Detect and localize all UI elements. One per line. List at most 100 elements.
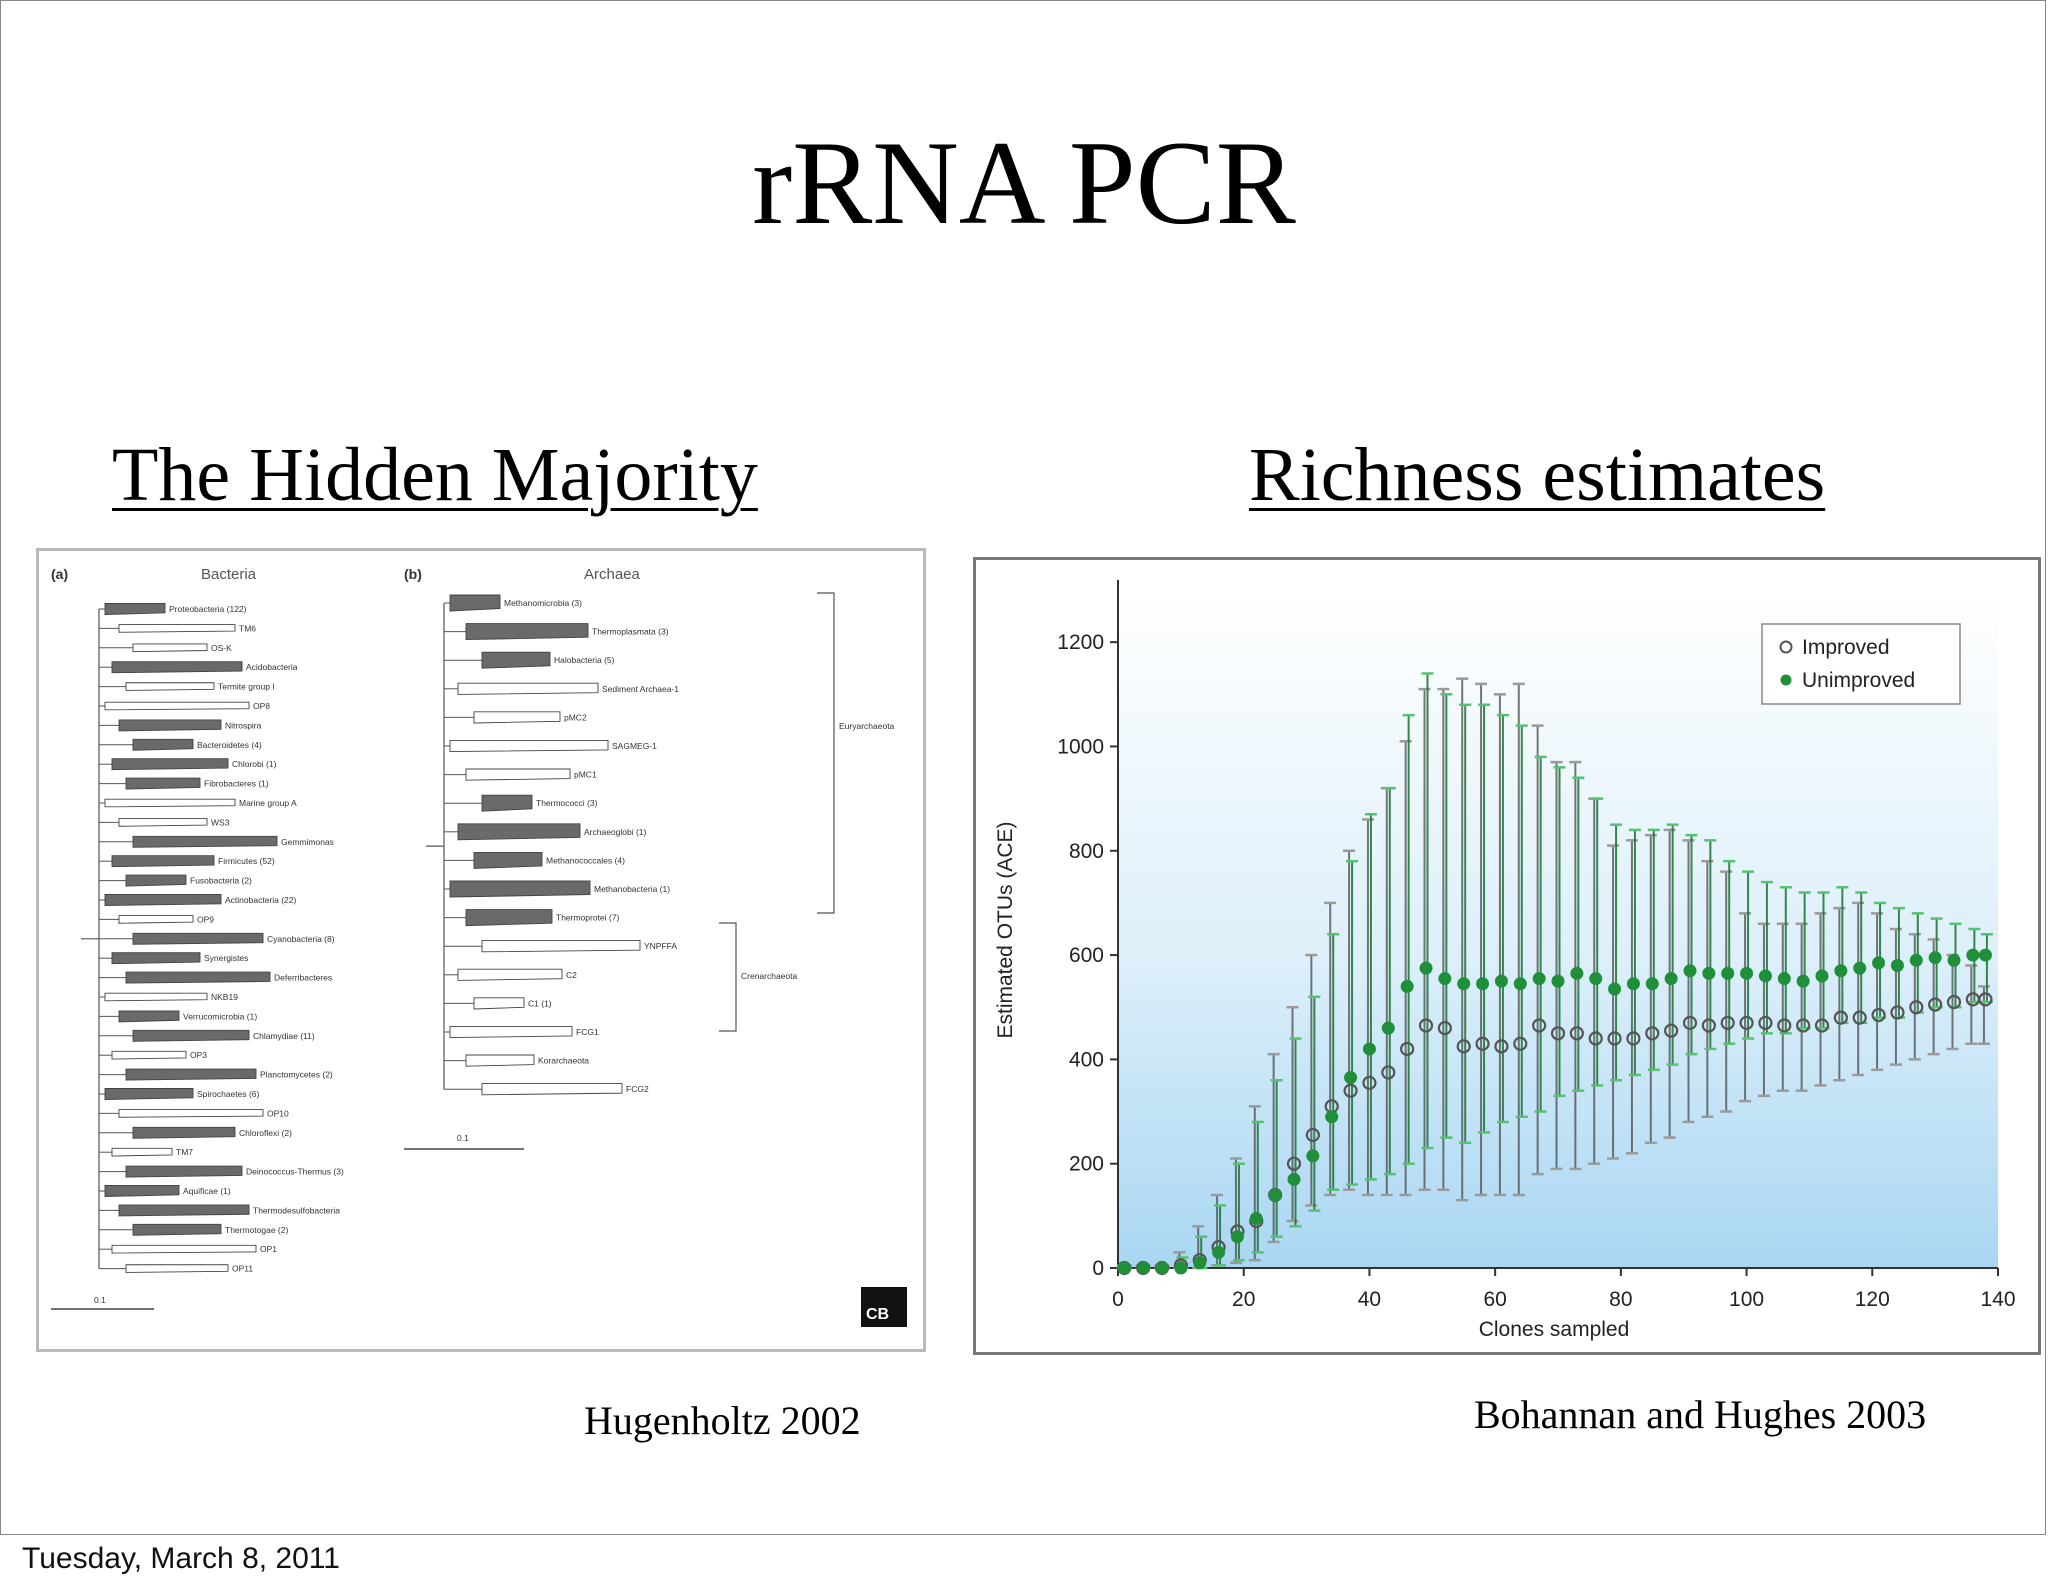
clade-wedge (104, 1185, 180, 1197)
hugenholtz-citation: Hugenholtz 2002 (584, 1398, 861, 1443)
data-point (1815, 969, 1829, 983)
data-point (1853, 961, 1867, 975)
clade-wedge (465, 768, 571, 781)
taxon-label: SAGMEG-1 (612, 741, 657, 751)
data-point (1117, 1261, 1131, 1275)
data-point (1494, 974, 1508, 988)
taxon-label: Cyanobacteria (8) (267, 934, 335, 944)
journal-logo (861, 1287, 907, 1327)
clade-wedge (118, 1109, 264, 1118)
data-point (1814, 1018, 1830, 1033)
clade-wedge (465, 623, 589, 641)
data-point (1702, 966, 1716, 980)
archaea-tree: Methanomicrobia (3) Thermoplasmata (3) Hal… (426, 594, 679, 1096)
taxon-label: Sediment Archaea-1 (602, 684, 679, 694)
data-point (1928, 951, 1942, 965)
phylogenetic-tree-figure: (a) Bacteria (b) Archaea Proteobacteria … (36, 548, 926, 1352)
data-point (1758, 969, 1772, 983)
data-point (1287, 1172, 1301, 1186)
data-point (1362, 1075, 1377, 1090)
series-layer (1116, 672, 1993, 1276)
taxon-label: Chlorobi (1) (232, 759, 277, 769)
data-point (1381, 1065, 1396, 1080)
clade-wedge (125, 682, 215, 691)
taxon-label: Aquificae (1) (183, 1186, 231, 1196)
archaea-scale-label: 0.1 (457, 1133, 469, 1143)
clade-wedge (473, 711, 561, 724)
x-tick-label: 80 (1609, 1288, 1632, 1311)
clade-wedge (111, 952, 201, 965)
taxon-label: OS-K (211, 643, 232, 653)
clade-wedge (104, 992, 208, 1002)
bacteria-tree: Proteobacteria (122) TM6 OS-K Acidobacteria… (81, 603, 344, 1274)
data-point (1645, 1026, 1660, 1041)
taxon-label: OP11 (232, 1264, 253, 1274)
clade-wedge (449, 880, 591, 898)
y-tick-label: 600 (1069, 944, 1104, 967)
data-point (1978, 992, 1993, 1007)
taxon-label: Archaeoglobi (1) (584, 827, 647, 837)
taxon-label: Halobacteria (5) (554, 655, 615, 665)
clade-wedge (132, 932, 264, 945)
data-point (1532, 1018, 1547, 1033)
bohannan-citation: Bohannan and Hughes 2003 (1474, 1392, 1927, 1437)
data-point (1306, 1149, 1320, 1163)
data-point (1589, 972, 1603, 986)
data-point (1570, 966, 1584, 980)
data-point (1230, 1230, 1244, 1244)
clade-wedge (118, 624, 236, 633)
taxon-label: Bacteroidetes (4) (197, 740, 262, 750)
data-point (1947, 953, 1961, 967)
panel-a-title: Bacteria (201, 566, 257, 583)
data-point (1739, 1015, 1754, 1030)
panel-b-title: Archaea (584, 566, 641, 583)
chart-legend: Improved Unimproved (1761, 623, 1961, 705)
data-point (1494, 1039, 1509, 1054)
taxon-label: OP3 (190, 1050, 207, 1060)
taxon-label: FCG1 (576, 1027, 599, 1037)
x-tick-label: 60 (1483, 1288, 1506, 1311)
x-tick-label: 20 (1232, 1288, 1255, 1311)
taxon-label: Methanomicrobia (3) (504, 598, 582, 608)
data-point (1400, 979, 1414, 993)
data-point (1852, 1010, 1867, 1025)
taxon-label: Thermococci (3) (536, 798, 598, 808)
taxon-label: Fibrobacteres (1) (204, 779, 269, 789)
taxon-label: Actinobacteria (22) (225, 895, 297, 905)
clade-wedge (111, 661, 243, 674)
taxon-label: OP8 (253, 701, 270, 711)
clade-wedge (457, 968, 563, 981)
clade-wedge (104, 603, 166, 615)
legend-improved-label: Improved (1802, 636, 1890, 659)
y-axis-label: Estimated OTUs (ACE) (994, 821, 1017, 1038)
data-point (1305, 1127, 1320, 1143)
taxon-label: NKB19 (211, 992, 238, 1002)
clade-wedge (457, 682, 599, 695)
clade-wedge (118, 818, 208, 827)
data-point (1212, 1245, 1226, 1259)
clade-wedge (132, 835, 278, 848)
data-point (1664, 1023, 1679, 1038)
data-point (1193, 1256, 1207, 1270)
taxon-label: Nitrospira (225, 720, 262, 730)
data-point (1909, 953, 1923, 967)
data-point (1890, 1005, 1905, 1020)
legend-improved-marker (1779, 640, 1793, 654)
clade-wedge (132, 1126, 236, 1139)
taxon-label: Acidobacteria (246, 662, 298, 672)
data-point (1343, 1083, 1358, 1098)
taxon-label: Verrucomicrobia (1) (183, 1011, 257, 1021)
taxon-label: pMC1 (574, 770, 597, 780)
x-tick-label: 140 (1980, 1288, 2015, 1311)
data-point (1437, 1020, 1452, 1036)
clade-wedge (449, 594, 501, 612)
points-unimproved (1117, 948, 1992, 1275)
data-point (1457, 977, 1471, 991)
data-point (1588, 1031, 1603, 1046)
taxon-label: Thermoplasmata (3) (592, 627, 669, 637)
data-point (1475, 1036, 1490, 1051)
clade-wedge (481, 940, 641, 953)
crenarchaeota-label: Crenarchaeota (741, 971, 798, 981)
data-point (1249, 1211, 1263, 1225)
clade-wedge (465, 909, 553, 927)
